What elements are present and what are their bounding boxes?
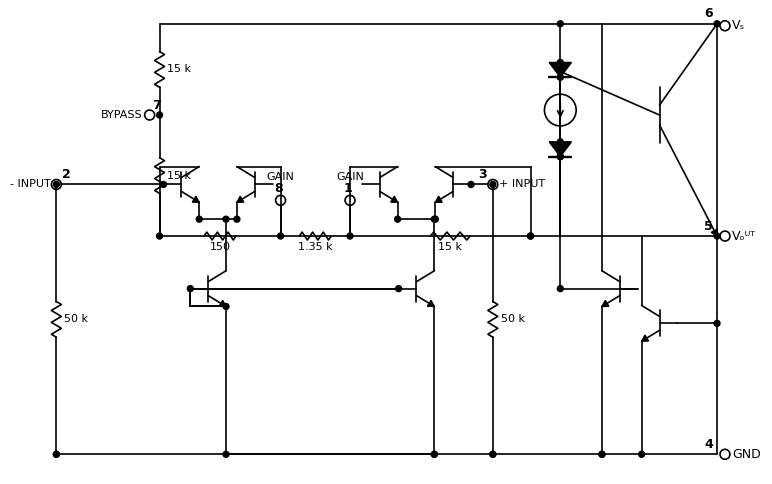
Polygon shape xyxy=(435,196,442,202)
Polygon shape xyxy=(192,196,199,202)
Circle shape xyxy=(527,233,533,239)
Circle shape xyxy=(223,303,229,309)
Text: 8: 8 xyxy=(274,182,283,195)
Circle shape xyxy=(490,182,496,187)
Circle shape xyxy=(53,451,59,457)
Text: 15 k: 15 k xyxy=(168,64,191,75)
Circle shape xyxy=(223,216,229,222)
Circle shape xyxy=(557,75,564,80)
Text: GAIN: GAIN xyxy=(266,171,294,182)
Text: BYPASS: BYPASS xyxy=(101,110,143,120)
Text: 15 k: 15 k xyxy=(438,242,462,252)
Text: 150: 150 xyxy=(209,242,231,252)
Circle shape xyxy=(53,182,59,187)
Circle shape xyxy=(714,320,720,326)
Text: 7: 7 xyxy=(152,99,161,112)
Circle shape xyxy=(53,451,59,457)
Circle shape xyxy=(557,139,564,145)
Circle shape xyxy=(432,451,437,457)
Circle shape xyxy=(557,286,564,291)
Circle shape xyxy=(223,451,229,457)
Circle shape xyxy=(599,451,605,457)
Polygon shape xyxy=(549,142,571,157)
Circle shape xyxy=(432,216,437,222)
Polygon shape xyxy=(237,196,244,202)
Circle shape xyxy=(278,233,283,239)
Text: 2: 2 xyxy=(63,168,71,181)
Circle shape xyxy=(468,182,474,187)
Text: 50 k: 50 k xyxy=(64,315,88,324)
Circle shape xyxy=(157,112,163,118)
Circle shape xyxy=(638,451,645,457)
Circle shape xyxy=(490,451,496,457)
Polygon shape xyxy=(549,62,571,77)
Text: - INPUT: - INPUT xyxy=(10,180,50,189)
Circle shape xyxy=(234,216,240,222)
Circle shape xyxy=(527,233,533,239)
Polygon shape xyxy=(711,229,717,236)
Text: GND: GND xyxy=(732,448,760,461)
Circle shape xyxy=(188,286,193,291)
Polygon shape xyxy=(602,301,609,306)
Polygon shape xyxy=(391,196,398,202)
Polygon shape xyxy=(428,301,435,306)
Circle shape xyxy=(599,451,605,457)
Circle shape xyxy=(557,154,564,160)
Text: 15 k: 15 k xyxy=(168,170,191,181)
Circle shape xyxy=(714,21,720,27)
Circle shape xyxy=(557,60,564,65)
Polygon shape xyxy=(642,335,648,341)
Circle shape xyxy=(432,451,437,457)
Text: + INPUT: + INPUT xyxy=(499,180,545,189)
Text: 5: 5 xyxy=(704,220,713,233)
Polygon shape xyxy=(219,301,226,306)
Circle shape xyxy=(557,154,564,160)
Text: Vₒᵁᵀ: Vₒᵁᵀ xyxy=(732,229,756,242)
Circle shape xyxy=(196,216,202,222)
Circle shape xyxy=(395,286,401,291)
Text: Vₛ: Vₛ xyxy=(732,19,745,32)
Text: 1.35 k: 1.35 k xyxy=(298,242,333,252)
Circle shape xyxy=(557,21,564,27)
Circle shape xyxy=(432,216,438,222)
Circle shape xyxy=(347,233,353,239)
Text: 4: 4 xyxy=(704,438,713,451)
Text: 50 k: 50 k xyxy=(501,315,525,324)
Circle shape xyxy=(157,233,163,239)
Circle shape xyxy=(394,216,401,222)
Text: 6: 6 xyxy=(705,7,713,20)
Circle shape xyxy=(490,451,496,457)
Circle shape xyxy=(161,182,167,187)
Text: 3: 3 xyxy=(479,168,487,181)
Circle shape xyxy=(714,233,720,239)
Text: GAIN: GAIN xyxy=(336,171,364,182)
Text: 1: 1 xyxy=(344,182,352,195)
